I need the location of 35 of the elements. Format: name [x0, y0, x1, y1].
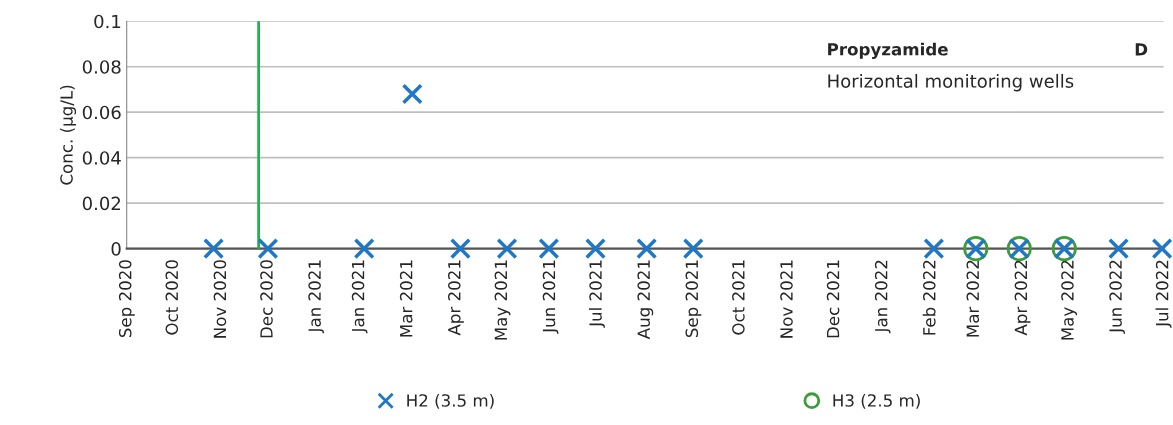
x-tick-label: Nov 2020 [213, 260, 227, 338]
y-tick-label: 0.02 [82, 196, 121, 211]
x-tick-label: May 2021 [494, 260, 511, 340]
x-tick-label: May 2022 [1061, 260, 1077, 340]
y-tick-label: 0.08 [82, 60, 121, 74]
x-tick-label: Apr 2022 [1014, 260, 1031, 336]
y-tick-label: 0.04 [82, 151, 121, 165]
x-tick-label: Sep 2020 [118, 260, 135, 338]
x-tick-label: Jun 2021 [542, 260, 559, 334]
x-tick-label: Sep 2021 [685, 260, 702, 338]
y-tick-label: 0.1 [94, 14, 121, 29]
x-tick-label: Nov 2021 [780, 260, 793, 338]
x-tick-label: Apr 2021 [448, 260, 464, 336]
annotation: Horizontal monitoring wells [828, 73, 1074, 92]
legend-label: H2 (3.5 m) [407, 393, 494, 409]
x-tick-label: Dec 2020 [260, 260, 273, 338]
annotation: Propyzamide [828, 42, 948, 59]
y-tick-label: 0.06 [82, 105, 121, 120]
x-tick-label: Oct 2020 [165, 260, 179, 335]
x-tick-label: Feb 2022 [922, 260, 936, 335]
y-axis-title: Conc. (µg/L) [59, 85, 77, 185]
annotation: D [1135, 43, 1148, 56]
x-tick-label: Jan 2021 [308, 260, 324, 334]
y-tick-label: 0 [111, 242, 121, 256]
x-tick-label: Jan 2021 [351, 260, 368, 334]
legend-label: H3 (2.5 m) [833, 393, 920, 409]
x-tick-label: Aug 2021 [637, 260, 654, 340]
x-tick-label: Mar 2021 [399, 260, 413, 337]
x-tick-label: Jan 2022 [874, 260, 891, 334]
x-tick-label: Mar 2022 [966, 260, 980, 337]
x-tick-label: Jun 2022 [1109, 260, 1125, 334]
x-tick-label: Oct 2021 [732, 260, 745, 335]
x-tick-label: Dec 2021 [826, 260, 840, 338]
x-tick-label: Jul 2022 [1155, 260, 1172, 328]
x-tick-label: Jul 2021 [588, 260, 605, 328]
